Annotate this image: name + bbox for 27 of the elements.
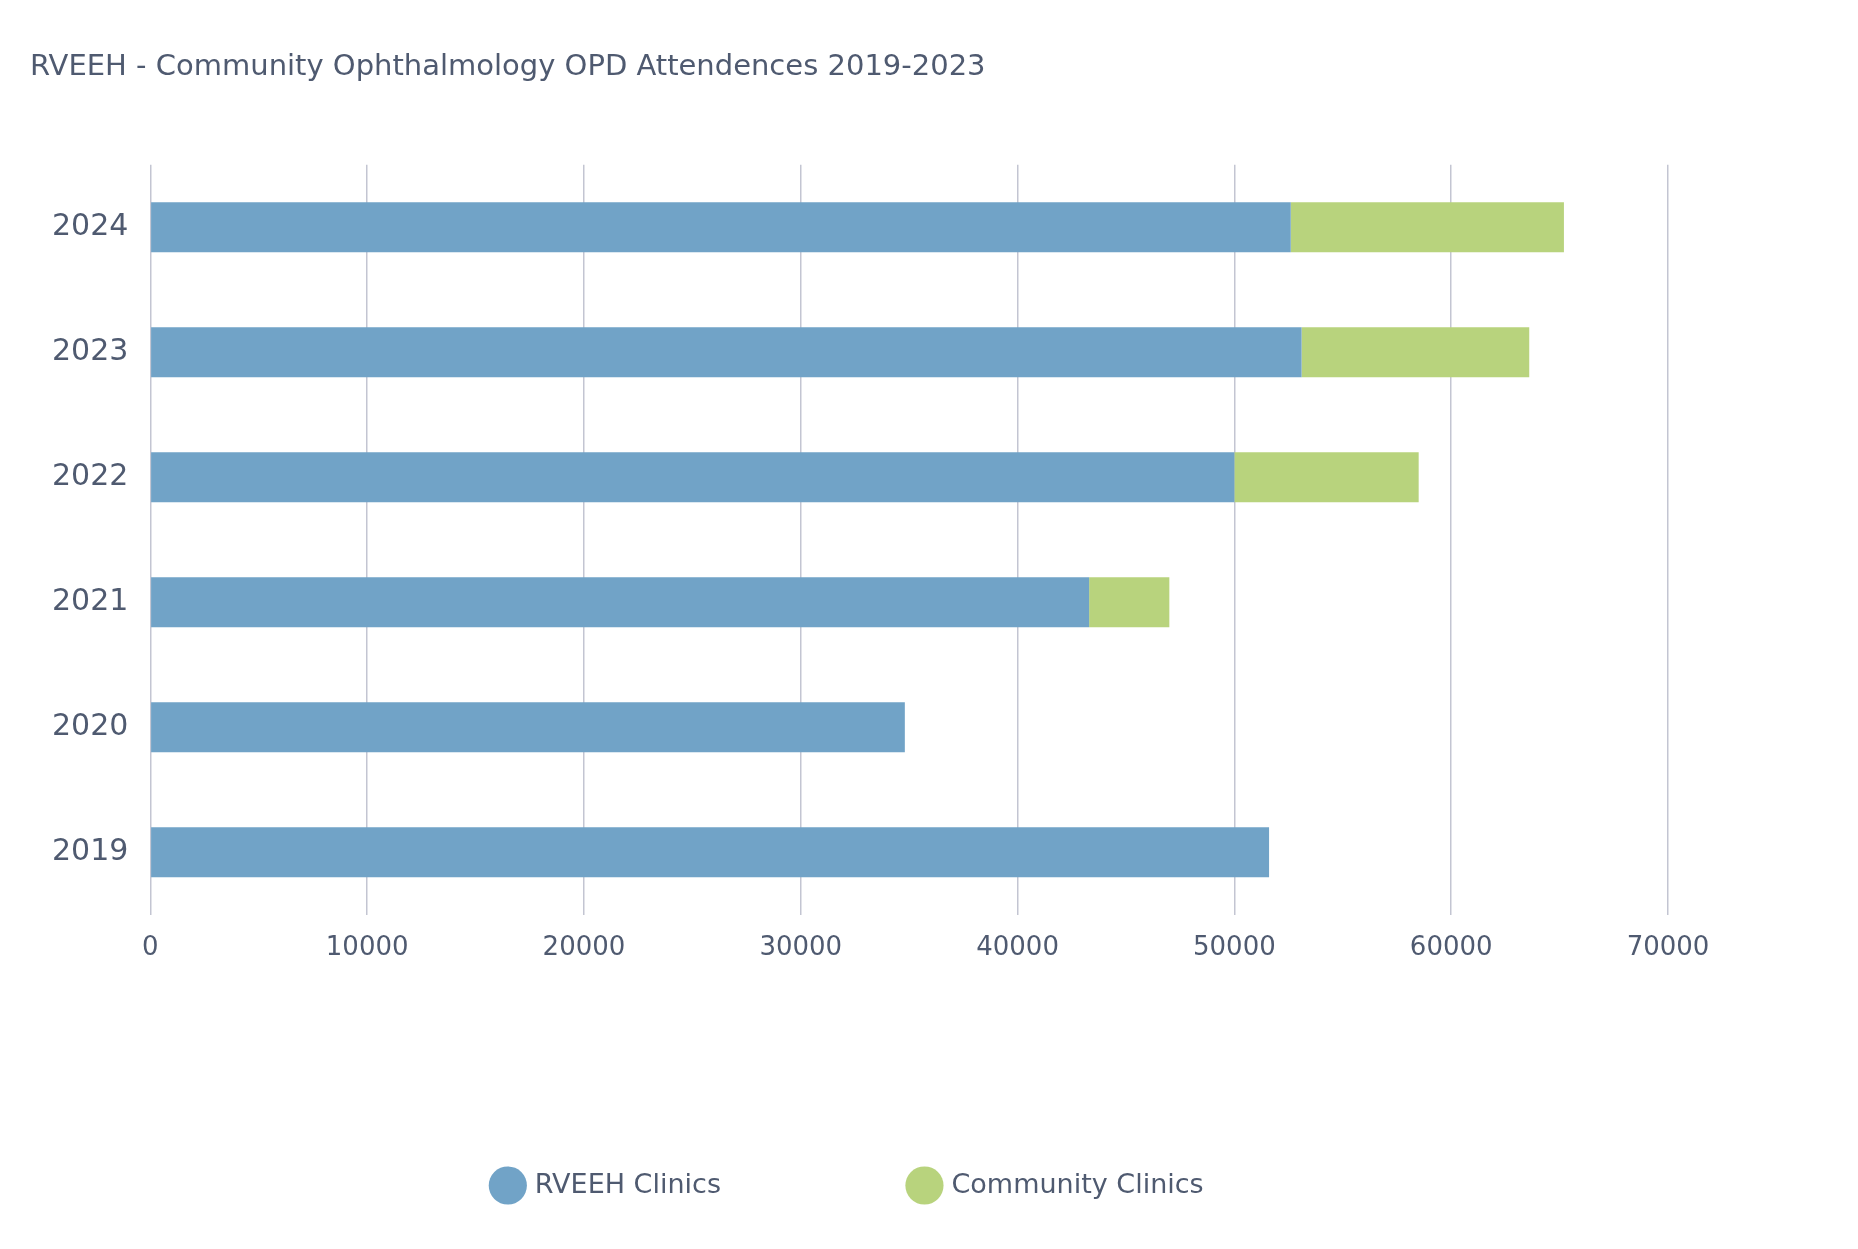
y-tick-label: 2022 xyxy=(51,457,129,493)
legend-label: RVEEH Clinics xyxy=(534,1167,721,1199)
bar xyxy=(1089,577,1170,628)
x-tick-label: 50000 xyxy=(1193,931,1276,962)
bar xyxy=(151,827,1270,878)
x-tick-label: 20000 xyxy=(542,931,626,962)
x-tick-label: 0 xyxy=(142,931,159,962)
y-tick-label: 2019 xyxy=(51,832,129,868)
y-tick-label: 2023 xyxy=(51,332,129,368)
y-tick-label: 2021 xyxy=(51,582,129,618)
x-tick-label: 40000 xyxy=(976,931,1059,962)
y-tick-label: 2020 xyxy=(51,707,129,743)
bar xyxy=(151,702,905,753)
x-tick-label: 10000 xyxy=(325,931,409,962)
x-tick-label: 30000 xyxy=(759,931,843,962)
y-tick-label: 2024 xyxy=(51,207,129,243)
bar xyxy=(151,577,1090,628)
bar xyxy=(151,327,1302,378)
x-tick-label: 70000 xyxy=(1626,931,1710,962)
bar xyxy=(1290,202,1564,253)
bar xyxy=(1234,452,1419,503)
bar xyxy=(151,452,1235,503)
bar xyxy=(151,202,1291,253)
x-tick-label: 60000 xyxy=(1409,931,1493,962)
chart-title: RVEEH - Community Ophthalmology OPD Attendences 2019-2023 xyxy=(30,47,986,82)
bar xyxy=(1301,327,1530,378)
legend-label: Community Clinics xyxy=(951,1167,1204,1199)
